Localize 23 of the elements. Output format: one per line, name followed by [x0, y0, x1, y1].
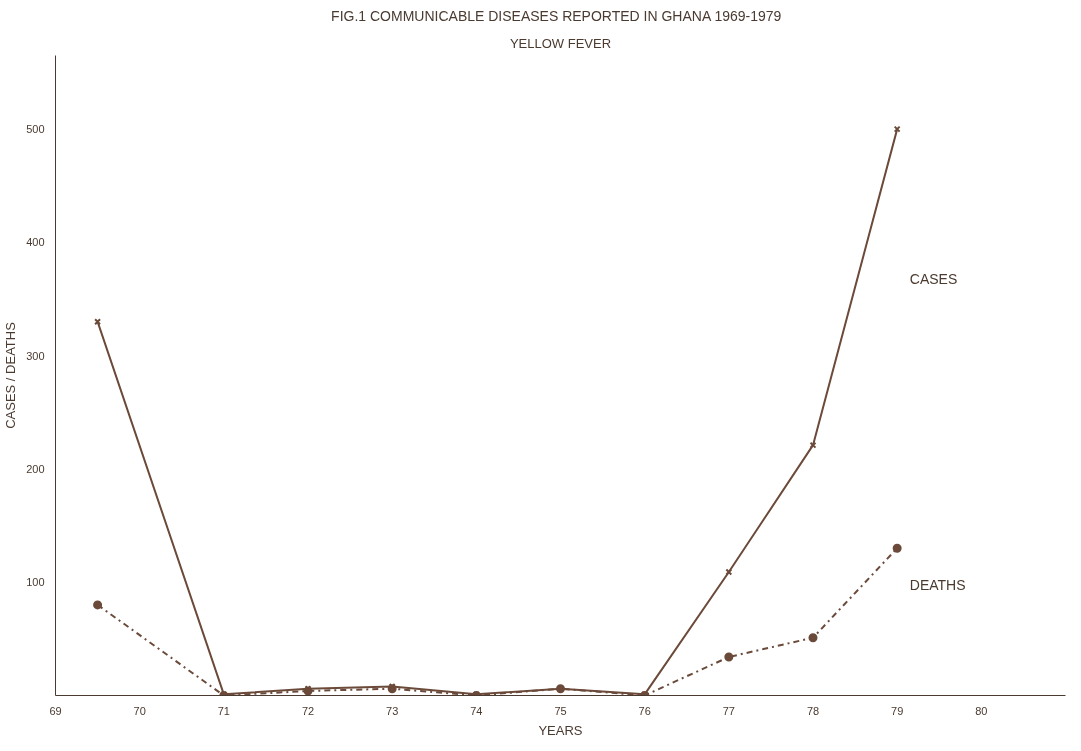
y-tick-label: 100 — [26, 576, 45, 589]
x-tick-label: 77 — [722, 704, 735, 717]
y-tick-label: 500 — [26, 123, 45, 136]
x-tick-label: 69 — [49, 704, 62, 717]
text: DEATHS — [909, 576, 966, 593]
chart-subtitle: YELLOW FEVER — [509, 35, 612, 51]
x-tick-label: 71 — [217, 704, 230, 717]
x-tick-label: 70 — [133, 704, 146, 717]
x-tick-label: 76 — [638, 704, 651, 717]
x-tick-label: 79 — [891, 704, 904, 717]
text: CASES — [909, 271, 958, 288]
y-tick-label: 400 — [26, 236, 45, 249]
y-tick-label: 200 — [26, 462, 45, 475]
y-axis-title: CASES / DEATHS — [3, 321, 19, 429]
x-axis-title: YEARS — [538, 722, 583, 738]
chart-title: FIG.1 COMMUNICABLE DISEASES REPORTED IN GHANA 1969-1979 — [331, 7, 782, 24]
y-tick-label: 300 — [26, 349, 45, 362]
x-tick-label: 72 — [301, 704, 315, 717]
x-tick-label: 73 — [386, 704, 399, 717]
x-tick-label: 78 — [806, 704, 820, 717]
x-tick-label: 74 — [470, 704, 483, 717]
x-tick-label: 75 — [554, 704, 567, 717]
x-tick-label: 80 — [975, 704, 988, 717]
